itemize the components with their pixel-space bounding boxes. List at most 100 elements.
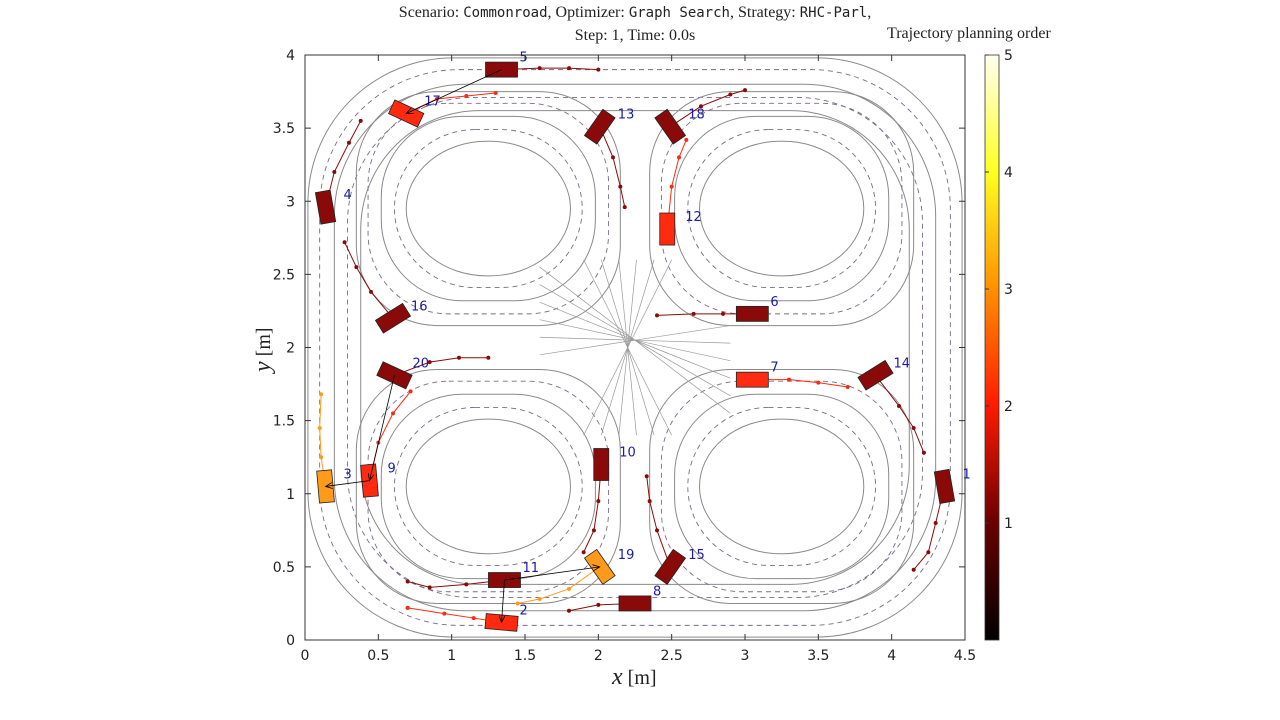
vehicle-label: 12 xyxy=(685,210,702,225)
vehicle-label: 16 xyxy=(411,299,428,314)
trajectory-point xyxy=(427,585,432,590)
plot-title-line2: Step: 1, Time: 0.0s xyxy=(574,27,696,44)
vehicle-label: 10 xyxy=(619,446,636,461)
vehicle-1 xyxy=(933,468,956,504)
y-tick-label: 0.5 xyxy=(273,560,295,576)
trajectory-point xyxy=(699,104,703,109)
trajectory-point xyxy=(655,313,659,318)
vehicle-body xyxy=(593,448,610,481)
vehicle-label: 9 xyxy=(388,462,396,477)
vehicle-label: 13 xyxy=(618,108,635,123)
colorbar-tick-label: 3 xyxy=(1004,282,1013,298)
trajectory-point xyxy=(537,597,542,602)
trajectory-point xyxy=(391,411,395,416)
vehicle-label: 11 xyxy=(522,561,539,576)
trajectory-point xyxy=(911,425,916,430)
plot-title-line1: Scenario: Commonroad, Optimizer: Graph S… xyxy=(398,4,872,21)
trajectory-12 xyxy=(666,139,687,230)
trajectory-point xyxy=(611,155,615,160)
trajectory-point xyxy=(691,311,696,316)
trajectory-19 xyxy=(517,566,601,604)
block-lane-line xyxy=(687,407,876,566)
outer-lane-line xyxy=(347,96,923,599)
trajectory-point xyxy=(317,425,322,430)
trajectory-point xyxy=(845,384,850,389)
y-tick-label: 3 xyxy=(286,194,295,210)
vehicle-body xyxy=(583,108,616,145)
y-tick-label: 2 xyxy=(286,341,295,357)
block-lane-line xyxy=(699,418,865,555)
outer-lane-line xyxy=(333,83,937,612)
trajectory-point xyxy=(342,240,347,245)
trajectory-point xyxy=(515,601,520,606)
block-lane-line xyxy=(687,129,876,288)
y-tick-label: 4 xyxy=(286,48,295,64)
order-arrow xyxy=(502,580,505,622)
block-lane-line xyxy=(660,102,903,315)
vehicle-label: 1 xyxy=(962,467,970,482)
trajectory-20 xyxy=(394,357,489,376)
trajectory-point xyxy=(787,377,791,382)
trajectories xyxy=(317,66,945,623)
vehicle-13 xyxy=(583,108,616,145)
block-lane-line xyxy=(699,140,865,277)
trajectory-point xyxy=(567,66,571,71)
vehicle-18 xyxy=(654,108,687,145)
trajectory-1 xyxy=(913,486,945,571)
trajectory-5 xyxy=(501,67,599,71)
vehicle-label: 3 xyxy=(344,467,352,482)
trajectory-point xyxy=(567,586,571,591)
x-tick-label: 1.5 xyxy=(514,648,536,664)
trajectory-7 xyxy=(752,379,848,388)
colorbar-tick-label: 4 xyxy=(1004,165,1013,181)
trajectory-point xyxy=(369,289,373,294)
colorbar-title: Trajectory planning order xyxy=(887,25,1051,42)
block-lane-line xyxy=(355,91,621,327)
trajectory-point xyxy=(647,499,652,504)
vehicle-12 xyxy=(659,212,676,246)
trajectory-18 xyxy=(669,89,746,128)
trajectory-13 xyxy=(599,126,626,208)
trajectory-point xyxy=(926,550,931,555)
y-axis-label: y [m] xyxy=(250,327,276,374)
trajectory-point xyxy=(596,499,601,504)
trajectory-point xyxy=(358,118,363,123)
vehicle-body xyxy=(857,359,894,391)
trajectory-point xyxy=(618,184,623,189)
vehicle-4 xyxy=(314,189,337,225)
trajectory-point xyxy=(596,67,601,72)
trajectory-point xyxy=(405,605,410,610)
trajectory-point xyxy=(728,92,733,97)
block-lane-line xyxy=(355,368,621,604)
trajectory-16 xyxy=(344,241,394,319)
x-tick-label: 2 xyxy=(594,648,603,664)
trajectory-point xyxy=(332,170,337,174)
trajectory-point xyxy=(743,88,747,93)
axes-box xyxy=(304,54,966,641)
trajectory-point xyxy=(567,608,571,613)
block-lane-line xyxy=(367,102,610,315)
trajectory-point xyxy=(354,265,359,270)
vehicle-15 xyxy=(654,548,687,585)
order-arrow xyxy=(326,480,370,487)
block-lane-line xyxy=(380,393,596,580)
trajectory-11 xyxy=(407,579,505,588)
vehicle-label: 19 xyxy=(618,548,635,563)
y-tick-label: 1.5 xyxy=(273,414,295,430)
vehicle-label: 4 xyxy=(344,188,352,203)
x-tick-label: 1 xyxy=(447,648,456,664)
trajectory-point xyxy=(655,528,659,533)
trajectory-4 xyxy=(325,120,362,208)
vehicle-label: 7 xyxy=(770,361,778,376)
vehicle-label: 20 xyxy=(412,356,429,371)
block-lane-line xyxy=(405,140,571,277)
outer-lane-line xyxy=(307,57,963,638)
trajectory-point xyxy=(464,93,469,98)
trajectory-point xyxy=(493,91,498,96)
outer-lane-line xyxy=(319,69,951,626)
x-tick-label: 0.5 xyxy=(367,648,389,664)
block-lane-line xyxy=(405,418,571,555)
vehicle-7 xyxy=(735,371,769,388)
colorbar xyxy=(984,54,1000,641)
